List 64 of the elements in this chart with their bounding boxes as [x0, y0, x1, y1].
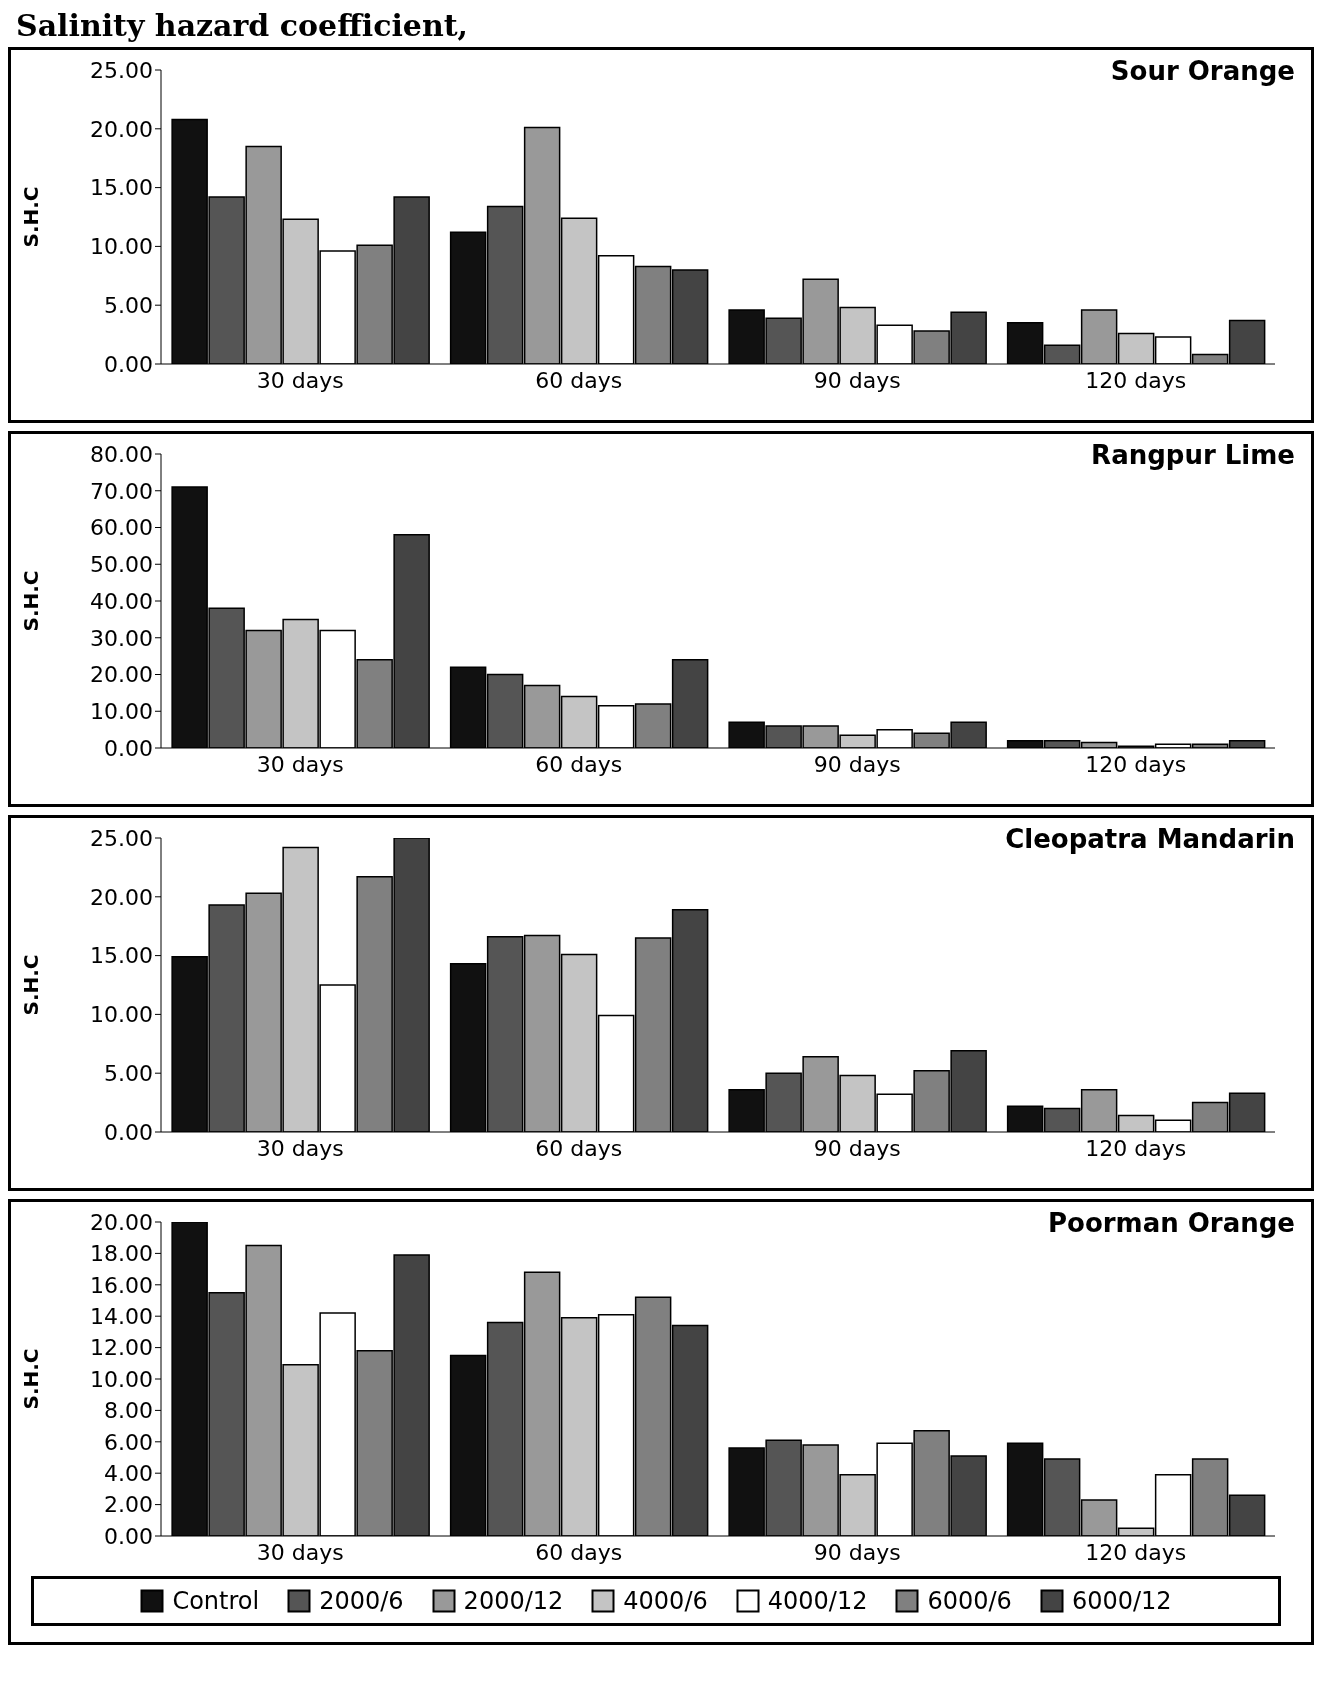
- x-tick-label: 120 days: [1085, 1539, 1187, 1565]
- y-tick-label: 0.00: [104, 735, 153, 761]
- y-tick-label: 0.00: [104, 351, 153, 377]
- x-tick-label: 90 days: [813, 1539, 901, 1565]
- legend-label: 2000/12: [463, 1587, 564, 1615]
- x-tick-label: 30 days: [256, 1539, 344, 1565]
- x-tick-label: 60 days: [535, 1135, 623, 1161]
- y-tick-label: 70.00: [90, 478, 153, 504]
- x-tick-label: 120 days: [1085, 367, 1187, 393]
- y-tick-label: 2.00: [104, 1492, 153, 1518]
- x-tick-label: 30 days: [256, 1135, 344, 1161]
- x-tick-label: 60 days: [535, 1539, 623, 1565]
- y-tick-label: 5.00: [104, 1061, 153, 1087]
- y-tick-label: 5.00: [104, 293, 153, 319]
- legend-label: 6000/12: [1071, 1587, 1172, 1615]
- x-tick-label: 30 days: [256, 751, 344, 777]
- y-tick-label: 6.00: [104, 1429, 153, 1455]
- y-tick-label: 14.00: [90, 1304, 153, 1330]
- chart-title: Sour Orange: [1110, 56, 1295, 86]
- y-tick-label: 40.00: [90, 588, 153, 614]
- chart-title: Poorman Orange: [1047, 1208, 1295, 1238]
- y-tick-label: 4.00: [104, 1461, 153, 1487]
- x-tick-label: 60 days: [535, 367, 623, 393]
- y-tick-label: 12.00: [90, 1335, 153, 1361]
- y-tick-label: 10.00: [90, 1366, 153, 1392]
- y-tick-label: 0.00: [104, 1119, 153, 1145]
- y-tick-label: 25.00: [90, 57, 153, 83]
- y-axis-title: S.H.C: [19, 954, 44, 1016]
- text: Salinity hazard coefficient,: [16, 8, 470, 43]
- legend-label: Control: [172, 1587, 260, 1615]
- legend-label: 6000/6: [927, 1587, 1012, 1615]
- legend-label: 4000/6: [623, 1587, 708, 1615]
- x-tick-label: 90 days: [813, 751, 901, 777]
- y-tick-label: 30.00: [90, 625, 153, 651]
- y-tick-label: 25.00: [90, 825, 153, 851]
- y-tick-label: 10.00: [90, 1002, 153, 1028]
- y-tick-label: 15.00: [90, 175, 153, 201]
- y-tick-label: 20.00: [90, 116, 153, 142]
- chart-title: Rangpur Lime: [1091, 440, 1295, 470]
- chart-title: Cleopatra Mandarin: [1005, 824, 1295, 854]
- y-tick-label: 80.00: [90, 441, 153, 467]
- y-tick-label: 15.00: [90, 943, 153, 969]
- y-tick-label: 16.00: [90, 1272, 153, 1298]
- y-tick-label: 10.00: [90, 699, 153, 725]
- y-tick-label: 10.00: [90, 234, 153, 260]
- legend-label: 4000/12: [767, 1587, 868, 1615]
- y-tick-label: 0.00: [104, 1523, 153, 1549]
- x-tick-label: 60 days: [535, 751, 623, 777]
- y-tick-label: 20.00: [90, 662, 153, 688]
- x-tick-label: 90 days: [813, 1135, 901, 1161]
- y-tick-label: 60.00: [90, 515, 153, 541]
- y-tick-label: 20.00: [90, 884, 153, 910]
- y-tick-label: 18.00: [90, 1241, 153, 1267]
- x-tick-label: 120 days: [1085, 751, 1187, 777]
- x-tick-label: 30 days: [256, 367, 344, 393]
- y-axis-title: S.H.C: [19, 1348, 44, 1410]
- y-tick-label: 8.00: [104, 1398, 153, 1424]
- x-tick-label: 120 days: [1085, 1135, 1187, 1161]
- legend-label: 2000/6: [319, 1587, 404, 1615]
- y-axis-title: S.H.C: [19, 570, 44, 632]
- y-axis-title: S.H.C: [19, 186, 44, 248]
- y-tick-label: 50.00: [90, 552, 153, 578]
- x-tick-label: 90 days: [813, 367, 901, 393]
- y-tick-label: 20.00: [90, 1209, 153, 1235]
